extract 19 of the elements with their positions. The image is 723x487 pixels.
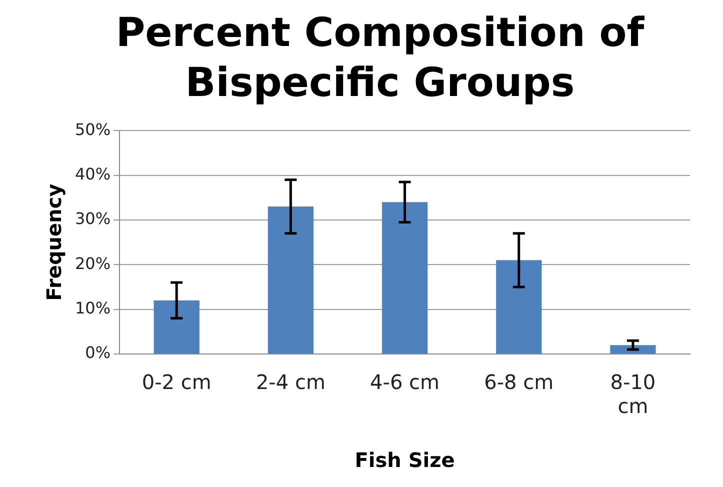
bar	[154, 300, 200, 354]
y-tick-label: 0%	[85, 343, 111, 362]
x-tick-label: 6-8 cm	[484, 370, 554, 394]
y-axis-title: Frequency	[42, 184, 66, 301]
y-tick-label: 10%	[75, 298, 111, 318]
bar	[496, 260, 542, 354]
x-tick-label: 4-6 cm	[370, 370, 440, 394]
x-tick-label: 2-4 cm	[256, 370, 326, 394]
y-tick-label: 40%	[75, 164, 111, 184]
chart-title: Percent Composition of Bispecific Groups	[114, 9, 646, 108]
y-tick-label: 30%	[75, 209, 111, 228]
x-tick-label: 0-2 cm	[142, 370, 212, 394]
bar	[610, 345, 656, 354]
y-tick-label: 20%	[75, 254, 111, 273]
y-tick-label: 50%	[75, 120, 111, 139]
bar	[268, 206, 314, 354]
bar	[382, 202, 428, 354]
x-axis-title: Fish Size	[354, 448, 455, 472]
x-tick-label: 8-10 cm	[610, 370, 656, 418]
